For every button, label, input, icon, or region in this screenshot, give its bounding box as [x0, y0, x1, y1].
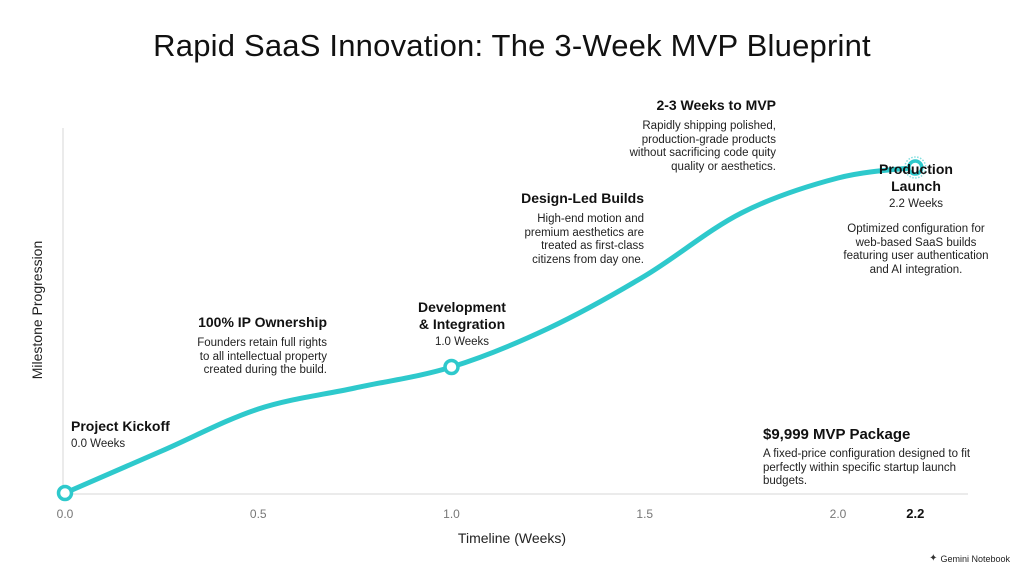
annotation-ip: 100% IP Ownership Founders retain full r… [197, 314, 327, 378]
milestone-marker [56, 484, 74, 502]
milestone-halo [904, 156, 927, 179]
milestone-marker [907, 159, 924, 176]
brand-label: Gemini Notebook [940, 553, 1010, 564]
annotation-package-line: perfectly within specific startup launch [763, 461, 957, 474]
annotation-package-title: $9,999 MVP Package [763, 426, 911, 443]
annotation-package: $9,999 MVP Package A fixed-price configu… [763, 426, 970, 489]
annotation-kickoff-sub: 0.0 Weeks [71, 438, 126, 450]
annotation-kickoff-title: Project Kickoff [71, 418, 170, 434]
annotation-launch-line: Optimized configuration for [847, 223, 985, 235]
annotation-dev-title: Development [418, 299, 506, 315]
annotation-launch-title: Production [879, 161, 953, 177]
annotation-weeks-line: without sacrificing code quity [629, 147, 776, 159]
annotation-ip-line: created during the build. [203, 364, 327, 376]
annotation-launch-line: featuring user authentication [843, 250, 989, 262]
annotation-kickoff: Project Kickoff 0.0 Weeks [71, 418, 170, 451]
annotation-launch-title: Launch [891, 178, 941, 194]
annotation-design-title: Design-Led Builds [521, 190, 644, 206]
annotation-design-line: High-end motion and [537, 213, 644, 225]
brand-badge: ✦ Gemini Notebook [929, 553, 1010, 564]
annotation-ip-title: 100% IP Ownership [198, 314, 327, 330]
annotation-launch-line: and AI integration. [869, 263, 963, 276]
annotation-ip-line: to all intellectual property [199, 350, 327, 363]
annotation-ip-line: Founders retain full rights [197, 337, 327, 349]
annotation-weeks: 2-3 Weeks to MVP Rapidly shipping polish… [630, 97, 776, 174]
chart-title: Rapid SaaS Innovation: The 3-Week MVP Bl… [153, 28, 871, 63]
x-tick-label: 0.5 [250, 507, 267, 521]
annotation-dev: Development & Integration 1.0 Weeks [392, 299, 532, 349]
x-tick-label: 1.5 [636, 507, 653, 521]
x-tick-label: 0.0 [57, 507, 74, 521]
annotation-launch: Production Launch 2.2 Weeks Optimized co… [832, 161, 1000, 277]
annotation-dev-sub: 1.0 Weeks [434, 336, 490, 348]
annotation-design-line: premium aesthetics are [524, 226, 644, 239]
annotation-package-line: A fixed-price configuration designed to … [763, 448, 971, 460]
annotation-weeks-line: quality or aesthetics. [671, 160, 776, 173]
annotation-weeks-line: Rapidly shipping polished, [642, 120, 776, 132]
annotation-design-line: treated as first-class [541, 240, 644, 252]
milestone-marker [443, 358, 460, 376]
x-tick-label: 1.0 [443, 507, 460, 521]
series-line [62, 165, 918, 496]
annotation-dev-title: & Integration [418, 316, 506, 332]
annotation-package-line: budgets. [763, 475, 808, 487]
y-axis-label: Milestone Progression [29, 241, 45, 380]
annotation-design: Design-Led Builds High-end motion and pr… [521, 190, 644, 267]
annotation-weeks-line: production-grade products [641, 133, 776, 146]
sparkle-icon: ✦ [929, 553, 938, 564]
annotation-design-line: citizens from day one. [532, 253, 644, 266]
x-axis-label: Timeline (Weeks) [458, 530, 566, 546]
annotation-launch-line: web-based SaaS builds [855, 236, 977, 249]
annotation-weeks-title: 2-3 Weeks to MVP [656, 97, 776, 113]
x-tick-label: 2.0 [830, 507, 847, 521]
x-tick-label: 2.2 [906, 506, 924, 521]
annotation-launch-sub: 2.2 Weeks [888, 198, 944, 210]
